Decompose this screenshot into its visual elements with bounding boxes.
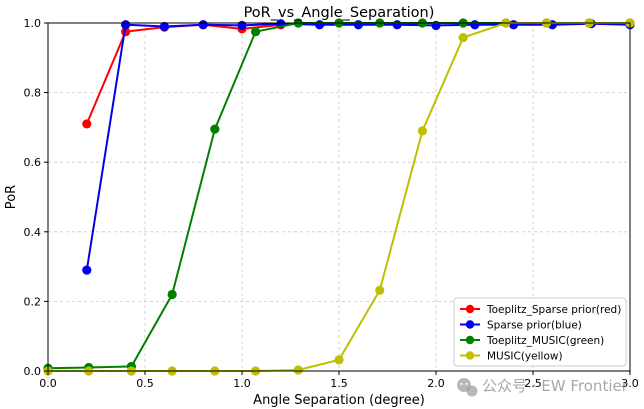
data-point [353, 20, 363, 30]
y-tick-label: 0.2 [24, 295, 42, 308]
x-tick-label: 0.5 [136, 377, 154, 390]
x-tick-label: 1.0 [233, 377, 251, 390]
legend-marker [465, 335, 475, 345]
legend-label: MUSIC(yellow) [487, 350, 563, 362]
data-point [508, 20, 519, 30]
data-point [159, 21, 169, 32]
watermark: 公众号 · EW Frontier [457, 377, 629, 397]
x-axis-label: Angle Separation (degree) [253, 393, 425, 408]
series-1 [82, 19, 635, 275]
data-point [470, 20, 480, 30]
data-point [250, 27, 261, 37]
data-point [198, 20, 208, 30]
y-tick-label: 0.8 [24, 87, 42, 100]
data-point [293, 365, 303, 375]
legend-item: Toeplitz_Sparse prior(red) [460, 304, 621, 316]
legend: Toeplitz_Sparse prior(red) Sparse prior(b… [453, 297, 627, 367]
data-point [82, 119, 92, 129]
x-tick-label: 1.5 [330, 377, 348, 390]
series-line [85, 22, 631, 271]
legend-marker [465, 320, 475, 329]
y-tick-label: 1.0 [24, 17, 42, 30]
data-point [458, 33, 468, 43]
data-point [82, 265, 92, 275]
data-point [237, 20, 247, 31]
legend-box [453, 297, 627, 367]
legend-item: MUSIC(yellow) [460, 350, 563, 362]
chart-title: PoR_vs_Angle_Separation) [244, 5, 435, 21]
data-point [375, 285, 385, 295]
legend-marker [465, 304, 475, 314]
data-point [417, 126, 428, 136]
y-tick-label: 0.6 [24, 156, 42, 169]
legend-item: Sparse prior(blue) [460, 319, 582, 331]
data-point [392, 20, 402, 30]
data-point [315, 20, 325, 30]
tick-layer: 0.0 0.5 1.0 1.5 2.0 2.5 3.0 0.0 0.2 0.4 0.6 0.8 1.0 [24, 17, 639, 390]
x-tick-label: 2.0 [427, 377, 445, 390]
x-tick-label: 0.0 [39, 377, 57, 390]
y-tick-label: 0.4 [24, 226, 42, 239]
legend-label: Sparse prior(blue) [487, 319, 582, 331]
data-point [334, 355, 344, 365]
legend-item: Toeplitz_MUSIC(green) [460, 335, 604, 347]
wechat-icon [457, 378, 478, 397]
legend-label: Toeplitz_Sparse prior(red) [486, 304, 621, 316]
data-point [167, 289, 177, 300]
data-point [210, 124, 220, 134]
x-tick-label: 3.0 [621, 377, 639, 390]
y-axis-label: PoR [4, 185, 19, 209]
data-point [121, 20, 131, 30]
legend-label: Toeplitz_MUSIC(green) [486, 335, 604, 347]
x-tick-label: 2.5 [524, 377, 542, 390]
y-tick-label: 0.0 [24, 365, 42, 378]
legend-marker [465, 351, 475, 360]
watermark-text: 公众号 · EW Frontier [482, 377, 629, 395]
